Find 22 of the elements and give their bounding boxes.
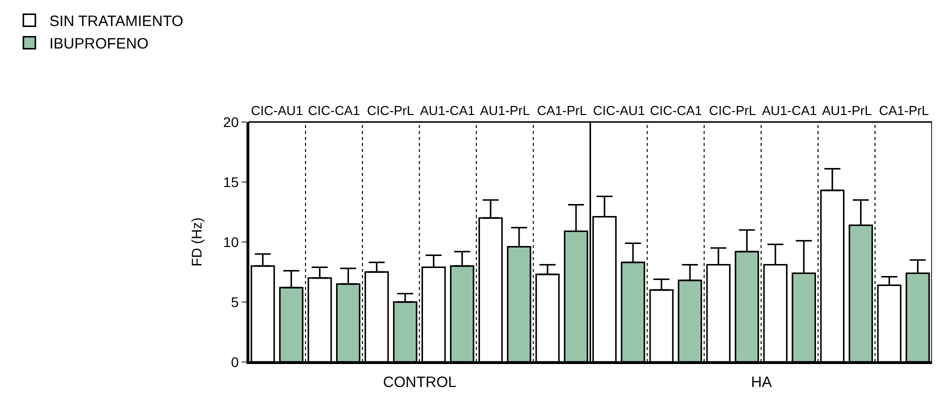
text: CONTROL xyxy=(383,374,456,391)
x-tick-label: CIC-PrL xyxy=(709,103,756,118)
x-tick-label: CIC-CA1 xyxy=(308,103,360,118)
x-tick-label: CIC-AU1 xyxy=(251,103,304,118)
y-tick-label: 20 xyxy=(223,114,239,130)
x-tick-label: CIC-PrL xyxy=(367,103,414,118)
x-tick-label: AU1-PrL xyxy=(822,103,872,118)
legend-label: IBUPROFENO xyxy=(49,36,149,53)
y-tick-label: 5 xyxy=(230,294,239,310)
text: HA xyxy=(751,374,772,391)
x-tick-label: AU1-CA1 xyxy=(762,103,817,118)
x-tick-label: CIC-CA1 xyxy=(650,103,702,118)
x-tick-label: AU1-PrL xyxy=(480,103,530,118)
legend-label: SIN TRATAMIENTO xyxy=(49,13,184,30)
y-tick-label: 10 xyxy=(223,234,239,250)
y-tick-label: 0 xyxy=(230,354,239,370)
x-tick-label: CA1-PrL xyxy=(879,103,929,118)
x-tick-label: CIC-AU1 xyxy=(593,103,646,118)
y-axis-title: FD (Hz) xyxy=(188,218,204,266)
x-tick-label: AU1-CA1 xyxy=(420,103,475,118)
x-tick-label: CA1-PrL xyxy=(537,103,587,118)
y-tick-label: 15 xyxy=(223,174,239,190)
